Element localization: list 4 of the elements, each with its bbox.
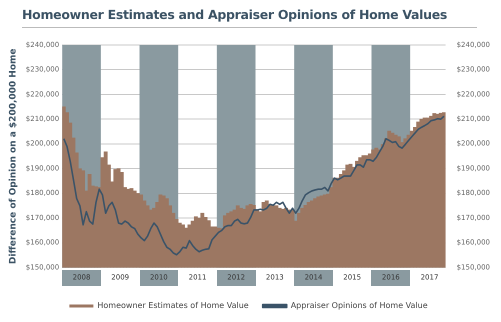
- legend-label: Appraiser Opinions of Home Value: [290, 301, 428, 310]
- y-axis-title: Difference of Opinion on a $200,000 Home: [8, 48, 19, 264]
- chart-title: Homeowner Estimates and Appraiser Opinions of Home Values: [21, 6, 448, 24]
- legend-label: Homeowner Estimates of Home Value: [97, 301, 249, 310]
